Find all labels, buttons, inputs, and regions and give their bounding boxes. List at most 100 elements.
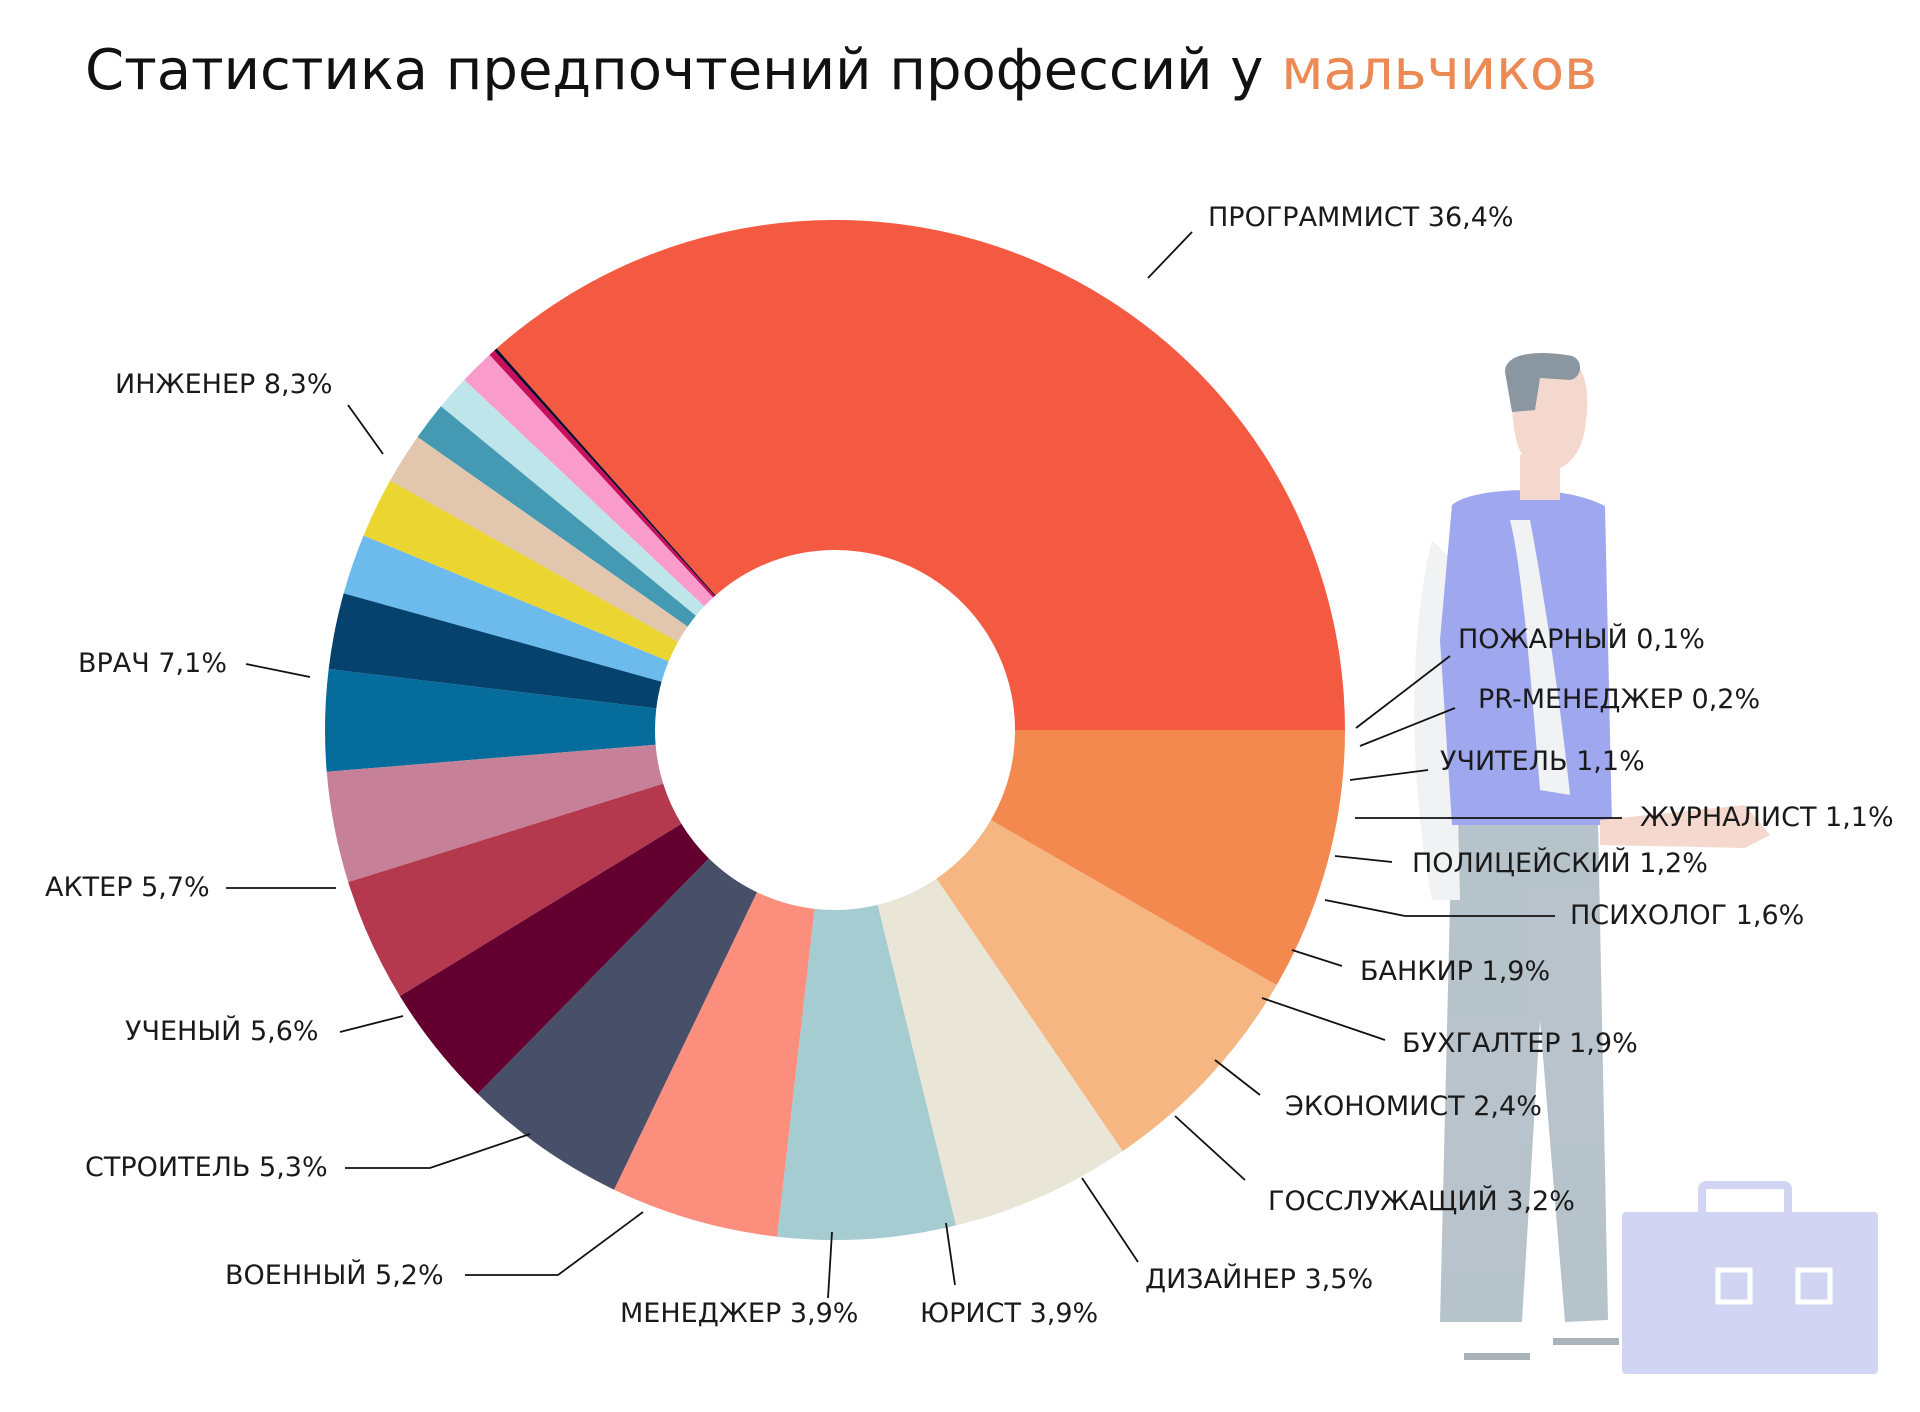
slice-журналист [440, 379, 705, 616]
slice-labels: ПРОГРАММИСТ 36,4% ПОЖАРНЫЙ 0,1% PR-МЕНЕДЖЕ… [45, 202, 1894, 1329]
label-военный: ВОЕННЫЙ 5,2% [225, 1259, 444, 1291]
label-name: ВРАЧ [78, 648, 150, 679]
label-бухгалтер: БУХГАЛТЕР 1,9% [1402, 1028, 1638, 1059]
label-журналист: ЖУРНАЛИСТ 1,1% [1640, 802, 1894, 833]
label-name: ПРОГРАММИСТ [1208, 202, 1420, 233]
slice-программист [496, 220, 1345, 730]
slice-врач [936, 820, 1277, 1152]
label-value: 3,9% [781, 1298, 858, 1329]
label-value: 0,2% [1683, 684, 1760, 715]
label-value: 36,4% [1419, 202, 1513, 233]
leader-line-психолог [1324, 899, 1555, 917]
slice-ученый [777, 904, 957, 1241]
label-value: 1,9% [1561, 1028, 1638, 1059]
label-строитель: СТРОИТЕЛЬ 5,3% [85, 1152, 328, 1183]
label-ученый: УЧЕНЫЙ 5,6% [125, 1015, 319, 1047]
leader-line-учитель [1349, 769, 1429, 781]
label-экономист: ЭКОНОМИСТ 2,4% [1285, 1091, 1542, 1122]
label-pr-менеджер: PR-МЕНЕДЖЕР 0,2% [1478, 684, 1760, 715]
label-юрист: ЮРИСТ 3,9% [920, 1298, 1098, 1329]
label-name: ГОССЛУЖАЩИЙ [1268, 1185, 1498, 1217]
slice-дизайнер [326, 744, 664, 883]
chart-title: Статистика предпочтений профессий у маль… [85, 38, 1597, 103]
label-name: ДИЗАЙНЕР [1145, 1263, 1296, 1295]
label-name: УЧИТЕЛЬ [1440, 746, 1568, 777]
label-value: 5,6% [241, 1016, 318, 1047]
slice-менеджер [399, 823, 709, 1095]
label-name: ЖУРНАЛИСТ [1640, 802, 1817, 833]
label-value: 3,2% [1498, 1186, 1575, 1217]
label-инженер: ИНЖЕНЕР 8,3% [115, 369, 332, 400]
leader-line-дизайнер [1081, 1177, 1139, 1263]
leader-line-госслужащий [1174, 1115, 1246, 1181]
label-дизайнер: ДИЗАЙНЕР 3,5% [1145, 1263, 1373, 1295]
slice-госслужащий [325, 669, 657, 772]
label-name: ПОЖАРНЫЙ [1458, 623, 1628, 655]
leader-line-экономист [1214, 1059, 1261, 1096]
title-main: Статистика предпочтений профессий у [85, 38, 1264, 103]
label-value: 3,5% [1296, 1264, 1373, 1295]
slice-экономист [328, 593, 662, 709]
label-value: 7,1% [150, 648, 227, 679]
label-пожарный: ПОЖАРНЫЙ 0,1% [1458, 623, 1705, 655]
label-врач: ВРАЧ 7,1% [78, 648, 227, 679]
slice-инженер [990, 730, 1345, 985]
leader-lines [226, 231, 1622, 1299]
slice-пожарный [494, 348, 716, 597]
person-pants [1440, 820, 1608, 1322]
label-value: 2,4% [1465, 1091, 1542, 1122]
slice-военный [477, 858, 758, 1190]
label-name: ИНЖЕНЕР [115, 369, 255, 400]
title-accent: мальчиков [1281, 38, 1598, 103]
label-name: БУХГАЛТЕР [1402, 1028, 1561, 1059]
label-value: 3,9% [1021, 1298, 1098, 1329]
label-value: 1,9% [1473, 956, 1550, 987]
leader-line-банкир [1291, 949, 1343, 967]
person-illustration [1414, 353, 1878, 1374]
person-hair [1505, 353, 1581, 412]
label-name: ПОЛИЦЕЙСКИЙ [1412, 847, 1631, 879]
label-value: 5,7% [132, 872, 209, 903]
label-name: PR-МЕНЕДЖЕР [1478, 684, 1683, 715]
label-name: УЧЕНЫЙ [125, 1015, 241, 1047]
leader-line-юрист [945, 1222, 956, 1286]
suitcase-latch-left [1715, 1267, 1753, 1305]
slice-бухгалтер [343, 535, 669, 682]
label-госслужащий: ГОССЛУЖАЩИЙ 3,2% [1268, 1185, 1575, 1217]
person-vest [1440, 490, 1612, 825]
leader-line-полицейский [1334, 855, 1393, 863]
slice-pr-менеджер [489, 350, 715, 598]
person-shoe-left [1464, 1353, 1530, 1360]
slice-актер [877, 878, 1123, 1226]
leader-line-бухгалтер [1261, 997, 1386, 1041]
label-value: 1,1% [1568, 746, 1645, 777]
label-name: ЮРИСТ [920, 1298, 1021, 1329]
label-name: ВОЕННЫЙ [225, 1259, 366, 1291]
leader-line-pr-менеджер [1359, 707, 1456, 747]
slice-юрист [348, 783, 682, 997]
label-программист: ПРОГРАММИСТ 36,4% [1208, 202, 1514, 233]
label-психолог: ПСИХОЛОГ 1,6% [1570, 900, 1804, 931]
label-name: ЭКОНОМИСТ [1285, 1091, 1465, 1122]
label-name: АКТЕР [45, 872, 132, 903]
leader-line-строитель [345, 1133, 531, 1169]
label-менеджер: МЕНЕДЖЕР 3,9% [620, 1298, 858, 1329]
label-учитель: УЧИТЕЛЬ 1,1% [1440, 746, 1645, 777]
slice-психолог [390, 437, 688, 642]
label-банкир: БАНКИР 1,9% [1360, 956, 1550, 987]
leader-line-инженер [347, 404, 384, 455]
label-value: 5,3% [250, 1152, 327, 1183]
label-value: 8,3% [255, 369, 332, 400]
leader-line-пожарный [1355, 655, 1451, 729]
slice-банкир [363, 480, 678, 662]
label-name: СТРОИТЕЛЬ [85, 1152, 250, 1183]
leader-line-менеджер [827, 1231, 833, 1299]
leader-line-военный [465, 1211, 644, 1276]
label-полицейский: ПОЛИЦЕЙСКИЙ 1,2% [1412, 847, 1708, 879]
label-value: 1,6% [1727, 900, 1804, 931]
person-arm-front [1510, 520, 1570, 795]
label-value: 1,1% [1816, 802, 1893, 833]
slice-учитель [464, 354, 714, 607]
slice-строитель [614, 892, 815, 1237]
